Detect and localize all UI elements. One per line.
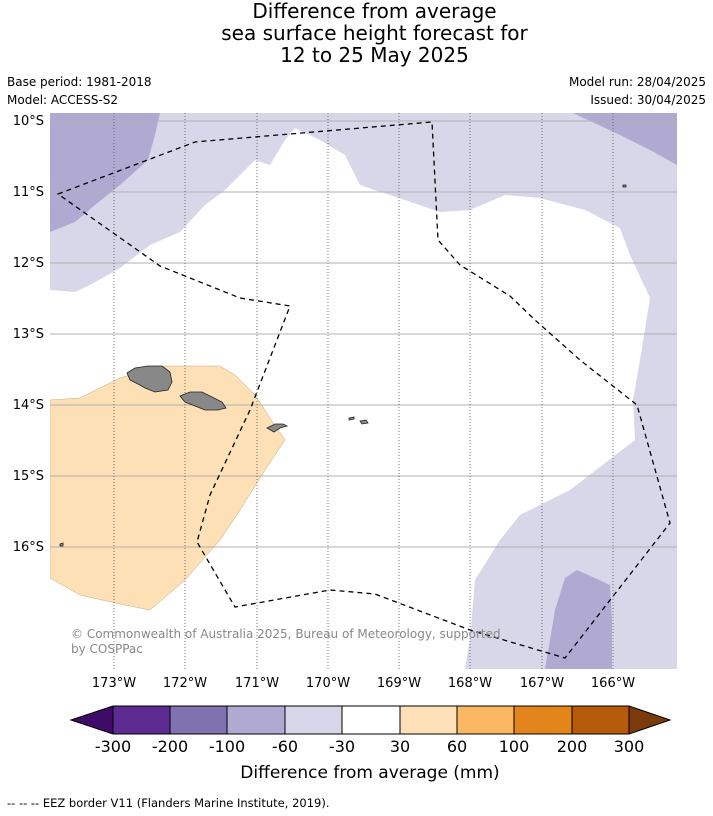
colorbar-tick-label: 100 xyxy=(499,737,530,756)
colorbar: -300 -200 -100 -60 -30 30 60 100 200 300… xyxy=(69,705,672,783)
colorbar-extend-high xyxy=(629,706,670,734)
colorbar-tick-labels: -300 -200 -100 -60 -30 30 60 100 200 300 xyxy=(95,737,644,756)
lat-label: 13°S xyxy=(13,327,44,342)
colorbar-tick-label: -200 xyxy=(152,737,188,756)
colorbar-tick-label: -300 xyxy=(95,737,131,756)
colorbar-segment xyxy=(457,706,514,734)
tau-island xyxy=(359,419,369,425)
lat-label: 14°S xyxy=(13,398,44,413)
model-name: Model: ACCESS-S2 xyxy=(7,93,119,107)
lon-label: 173°W xyxy=(92,676,136,691)
colorbar-segment xyxy=(514,706,572,734)
colorbar-tick-label: -30 xyxy=(329,737,355,756)
copyright-line-2: by COSPPac xyxy=(71,642,143,656)
eez-legend-note: -- -- -- EEZ border V11 (Flanders Marine… xyxy=(7,796,330,810)
tutuila-island xyxy=(266,423,289,433)
lon-label: 168°W xyxy=(448,676,492,691)
colorbar-tick-label: 300 xyxy=(614,737,645,756)
colorbar-title: Difference from average (mm) xyxy=(240,763,499,783)
chart-title: Difference from average sea surface heig… xyxy=(0,0,713,66)
small-island-ne xyxy=(622,184,627,188)
title-line-2: sea surface height forecast for xyxy=(221,21,528,45)
lat-label: 11°S xyxy=(13,185,44,200)
meta-left: Base period: 1981-2018 Model: ACCESS-S2 xyxy=(7,73,152,109)
anomaly-region-lavender-southeast xyxy=(545,570,612,669)
colorbar-segment xyxy=(285,706,342,734)
issued-date: Issued: 30/04/2025 xyxy=(590,93,706,107)
lon-label: 170°W xyxy=(306,676,350,691)
colorbar-segment xyxy=(170,706,227,734)
colorbar-segment xyxy=(113,706,170,734)
land-islands xyxy=(59,184,627,547)
lat-label: 10°S xyxy=(13,114,44,129)
colorbar-dividers xyxy=(112,706,630,734)
anomaly-region-light-lavender-north xyxy=(50,113,677,669)
meta-right: Model run: 28/04/2025 Issued: 30/04/2025 xyxy=(569,73,706,109)
colorbar-segment xyxy=(227,706,285,734)
anomaly-region-lavender-northwest xyxy=(50,113,160,232)
lon-label: 169°W xyxy=(377,676,421,691)
base-period: Base period: 1981-2018 xyxy=(7,75,152,89)
lat-label: 15°S xyxy=(13,469,44,484)
colorbar-tick-label: -100 xyxy=(209,737,245,756)
lon-label: 166°W xyxy=(591,676,635,691)
map-panel: © Commonwealth of Australia 2025, Bureau… xyxy=(50,113,677,669)
ofu-island xyxy=(348,416,355,421)
colorbar-tick-label: 30 xyxy=(390,737,410,756)
colorbar-extend-low xyxy=(71,706,113,734)
upolu-island xyxy=(179,391,227,411)
title-line-3: 12 to 25 May 2025 xyxy=(280,43,469,67)
lat-label: 16°S xyxy=(13,540,44,555)
longitude-labels: 173°W 172°W 171°W 170°W 169°W 168°W 167°… xyxy=(92,676,635,691)
lon-label: 167°W xyxy=(520,676,564,691)
lon-label: 172°W xyxy=(163,676,207,691)
colorbar-tick-label: 60 xyxy=(447,737,467,756)
title-line-1: Difference from average xyxy=(252,0,497,23)
colorbar-segment xyxy=(400,706,457,734)
colorbar-tick-label: -60 xyxy=(272,737,298,756)
colorbar-tick-label: 200 xyxy=(557,737,588,756)
latitude-gridlines xyxy=(50,120,677,548)
savaii-island xyxy=(126,365,173,393)
anomaly-region-lavender-northeast xyxy=(573,113,677,165)
lat-label: 12°S xyxy=(13,256,44,271)
model-run: Model run: 28/04/2025 xyxy=(568,75,706,89)
colorbar-segment xyxy=(572,706,629,734)
colorbar-segment xyxy=(342,706,400,734)
copyright-line-1: © Commonwealth of Australia 2025, Bureau… xyxy=(71,627,501,641)
lon-label: 171°W xyxy=(235,676,279,691)
latitude-labels: 10°S 11°S 12°S 13°S 14°S 15°S 16°S xyxy=(13,114,44,555)
small-island-sw xyxy=(59,542,64,547)
